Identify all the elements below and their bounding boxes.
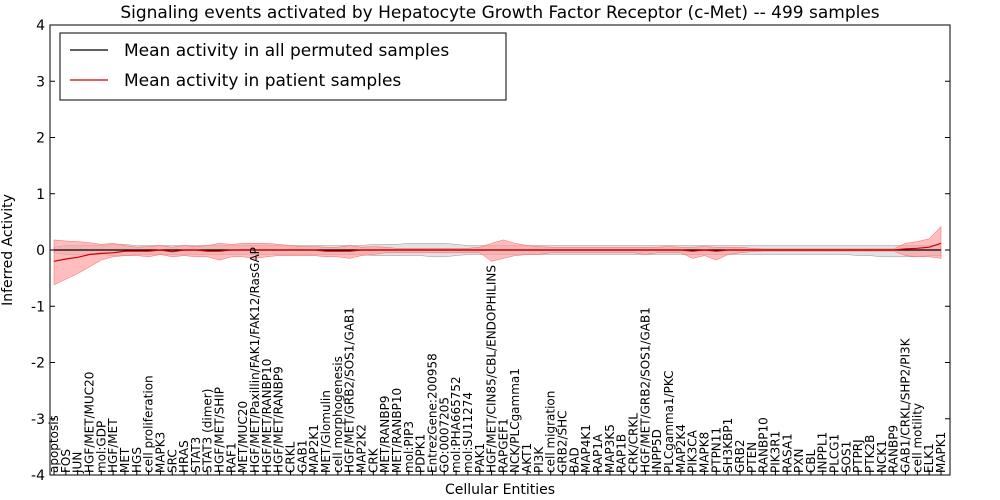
x-tick-label: CRKL <box>284 441 298 473</box>
x-tick-label: RAF1 <box>224 442 238 473</box>
x-tick-label: PXN <box>792 449 806 473</box>
x-tick-label: BAD <box>567 447 581 473</box>
x-axis: apoptosisFOSJUNHGF/MET/MUC20mol:GDPHGF/M… <box>47 247 948 475</box>
x-tick-label: NCK1 <box>875 440 889 473</box>
x-tick-label: cell morphogenesis <box>331 356 345 473</box>
x-tick-label: STAT3 (dimer) <box>201 389 215 473</box>
y-axis: -4 -3 -2 -1 0 1 2 3 4 <box>31 18 950 484</box>
y-tick-label: 4 <box>36 18 45 34</box>
x-tick-label: GRB2 <box>733 439 747 473</box>
x-tick-label: ELK1 <box>922 443 936 473</box>
x-tick-label: MET/RANBP10 <box>390 388 404 473</box>
x-tick-label: MET/MUC20 <box>236 401 250 473</box>
patient-band <box>53 225 942 286</box>
x-tick-label: MAPK3 <box>153 432 167 473</box>
x-tick-label: HGF/MET/GRB2/SOS1/GAB1 <box>638 307 652 473</box>
y-tick-label: 2 <box>36 131 45 147</box>
legend-box <box>59 32 507 101</box>
plot-area-frame <box>49 24 951 476</box>
legend: Mean activity in all permuted samples Me… <box>59 32 507 101</box>
x-tick-label: MET <box>118 447 132 473</box>
x-tick-label: MET/Glomulin <box>319 390 333 473</box>
legend-label-patient: Mean activity in patient samples <box>124 71 401 91</box>
x-tick-label: GO:0007205 <box>437 397 451 473</box>
x-tick-label: PTPRJ <box>851 439 865 473</box>
x-tick-label: HGF/MET/Paxillin/FAK1/FAK12/RasGAP <box>248 247 262 473</box>
x-tick-label: mol:PHA665752 <box>449 376 463 473</box>
x-tick-label: SRC <box>165 449 179 473</box>
x-tick-label: CBL <box>804 449 818 473</box>
x-tick-label: CRK/CRKL <box>627 413 641 473</box>
x-tick-label: GAB1/CRKL/SHP2/PI3K <box>899 337 913 473</box>
x-tick-label: PAK1 <box>473 443 487 473</box>
x-tick-label: PTPN11 <box>709 427 723 473</box>
y-tick-label: -3 <box>31 412 45 428</box>
x-tick-label: JUN <box>71 452 85 474</box>
x-tick-label: cell motility <box>910 403 924 473</box>
series-lines <box>53 242 942 262</box>
legend-label-permuted: Mean activity in all permuted samples <box>124 41 449 61</box>
x-tick-label: STAT3 <box>189 437 203 473</box>
x-tick-label: MAP2K4 <box>674 424 688 473</box>
y-tick-label: -4 <box>31 468 45 484</box>
x-tick-label: mol:PIP3 <box>402 421 416 473</box>
x-tick-label: cell migration <box>544 391 558 473</box>
x-tick-label: PI3K <box>532 446 546 473</box>
x-tick-label: SH3KBP1 <box>721 418 735 473</box>
x-tick-label: RAP1A <box>591 433 605 473</box>
x-tick-label: RAPGEF1 <box>496 418 510 473</box>
x-tick-label: PDPK1 <box>414 434 428 473</box>
x-tick-label: HRAS <box>177 440 191 473</box>
x-tick-label: FOS <box>59 449 73 473</box>
x-tick-label: RASA1 <box>780 433 794 473</box>
y-tick-label: 3 <box>36 74 45 90</box>
x-tick-label: MAPK1 <box>934 432 948 473</box>
y-tick-label: 0 <box>36 243 45 259</box>
x-tick-label: HGF/MET/MUC20 <box>83 372 97 473</box>
x-tick-label: HGF/MET/CIN85/CBL/ENDOPHILINS <box>485 265 499 473</box>
x-tick-label: PTK2B <box>863 435 877 473</box>
y-axis-label: Inferred Activity <box>0 194 16 306</box>
x-tick-label: HGF/MET/RANBP10 <box>260 359 274 473</box>
x-tick-label: PLCgamma1/PKC <box>662 370 676 473</box>
x-tick-label: RAP1B <box>615 434 629 473</box>
x-tick-label: GRB2/SHC <box>556 410 570 473</box>
x-tick-label: mol:GDP <box>94 421 108 473</box>
x-tick-label: AKT1 <box>520 443 534 473</box>
x-tick-label: MAP2K2 <box>355 424 369 473</box>
x-tick-label: mol:SU11274 <box>461 392 475 473</box>
x-tick-label: PIK3CA <box>686 429 700 473</box>
x-tick-label: INPP5D <box>650 429 664 473</box>
x-tick-label: RANBP9 <box>887 425 901 473</box>
x-tick-label: cell proliferation <box>142 375 156 473</box>
x-tick-label: PLCG1 <box>828 434 842 473</box>
x-tick-label: HGF/MET/RANBP9 <box>272 366 286 473</box>
x-tick-label: PTEN <box>745 442 759 473</box>
x-tick-label: NCK/PLCgamma1 <box>508 368 522 473</box>
x-tick-label: RANBP10 <box>757 417 771 473</box>
x-tick-label: HGF/MET/GRB2/SOS1/GAB1 <box>343 307 357 473</box>
x-tick-label: PIK3R1 <box>768 431 782 473</box>
y-tick-label: 1 <box>36 187 45 203</box>
x-tick-label: EntrezGene:200958 <box>426 353 440 473</box>
x-tick-label: INPPL1 <box>816 432 830 473</box>
patient-mean-line <box>53 242 942 262</box>
x-tick-label: MET/RANBP9 <box>378 396 392 473</box>
x-tick-label: HGF/MET <box>106 418 120 473</box>
y-tick-label: -2 <box>31 356 45 372</box>
x-tick-label: HGF/MET/SHIP <box>213 387 227 473</box>
x-tick-label: HGS <box>130 447 144 473</box>
x-tick-label: MAP4K1 <box>579 424 593 473</box>
x-tick-label: SOS1 <box>839 441 853 473</box>
x-tick-label: MAP3K5 <box>603 424 617 473</box>
x-tick-label: MAPK8 <box>698 432 712 473</box>
chart-title: Signaling events activated by Hepatocyte… <box>120 3 879 23</box>
y-tick-label: -1 <box>31 299 45 315</box>
x-tick-label: MAP2K1 <box>307 424 321 473</box>
x-axis-label: Cellular Entities <box>445 482 555 498</box>
x-tick-label: GAB1 <box>295 440 309 473</box>
x-tick-label: CRK <box>366 447 380 473</box>
